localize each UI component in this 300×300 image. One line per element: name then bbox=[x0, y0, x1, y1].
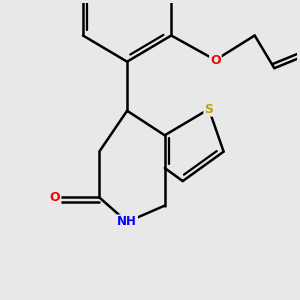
Text: O: O bbox=[50, 191, 60, 204]
Text: O: O bbox=[210, 53, 221, 67]
Text: NH: NH bbox=[117, 215, 137, 229]
Text: S: S bbox=[204, 103, 213, 116]
